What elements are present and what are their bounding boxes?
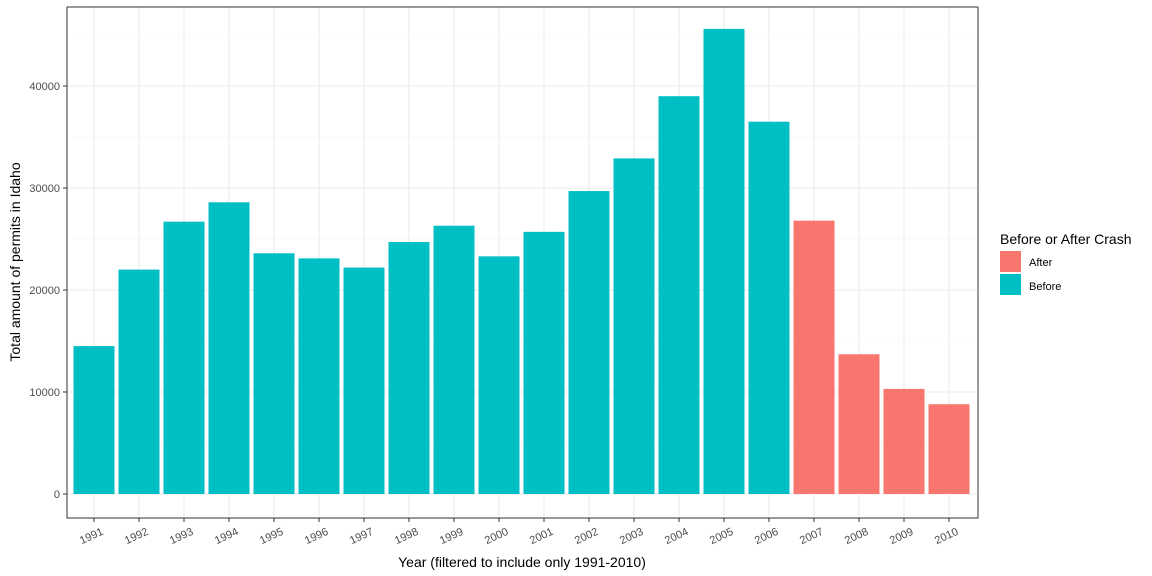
bar-1993 <box>163 221 205 494</box>
x-axis: 1991 1992 1993 1994 1995 1996 1997 1998 1999 2000… <box>78 518 960 547</box>
y-tick-label: 10000 <box>29 387 60 399</box>
bar-2001 <box>523 231 565 495</box>
x-tick-label: 1997 <box>348 526 375 547</box>
bar-2010 <box>928 404 970 494</box>
legend-key-before <box>1000 274 1021 295</box>
bar-1992 <box>118 269 160 494</box>
bar-2004 <box>658 96 700 494</box>
legend-label-before: Before <box>1029 281 1061 293</box>
x-tick-label: 2004 <box>663 526 690 547</box>
legend-label-after: After <box>1029 257 1053 269</box>
x-tick-label: 2003 <box>618 526 645 547</box>
y-tick-label: 40000 <box>29 81 60 93</box>
x-tick-label: 2010 <box>933 526 960 547</box>
x-tick-label: 2000 <box>483 526 510 547</box>
x-tick-label: 1991 <box>78 526 105 547</box>
x-tick-label: 1999 <box>438 526 465 547</box>
x-tick-label: 1994 <box>213 526 240 547</box>
x-tick-label: 2007 <box>798 526 825 547</box>
y-axis-title: Total amount of permits in Idaho <box>7 162 23 361</box>
x-tick-label: 1996 <box>303 526 330 547</box>
x-tick-label: 1995 <box>258 526 285 547</box>
bar-1995 <box>253 253 295 494</box>
bar-2006 <box>748 121 790 494</box>
x-tick-label: 1993 <box>168 526 195 547</box>
y-axis: 0 10000 20000 30000 40000 <box>29 81 67 501</box>
bar-2005 <box>703 28 745 494</box>
bar-1998 <box>388 242 430 494</box>
bar-2000 <box>478 256 520 494</box>
x-tick-label: 1992 <box>123 526 150 547</box>
y-tick-label: 30000 <box>29 183 60 195</box>
bar-2009 <box>883 388 925 494</box>
x-tick-label: 2005 <box>708 526 735 547</box>
bar-2002 <box>568 191 610 494</box>
bar-1999 <box>433 225 475 495</box>
y-tick-label: 20000 <box>29 285 60 297</box>
bar-1991 <box>73 346 115 494</box>
bar-1996 <box>298 258 340 494</box>
x-tick-label: 2002 <box>573 526 600 547</box>
x-tick-label: 2001 <box>528 526 555 547</box>
legend: Before or After Crash After Before <box>1000 231 1132 295</box>
y-tick-label: 0 <box>54 489 60 501</box>
x-tick-label: 2009 <box>888 526 915 547</box>
x-tick-label: 1998 <box>393 526 420 547</box>
bar-1997 <box>343 267 385 494</box>
x-tick-label: 2006 <box>753 526 780 547</box>
plot-border <box>66 6 979 519</box>
legend-key-after <box>1000 251 1021 272</box>
bars <box>73 28 970 495</box>
bar-1994 <box>208 202 250 494</box>
legend-title: Before or After Crash <box>1000 231 1132 247</box>
x-tick-label: 2008 <box>843 526 870 547</box>
bar-2007 <box>793 220 835 494</box>
bar-2008 <box>838 354 880 494</box>
bar-2003 <box>613 158 655 495</box>
x-axis-title: Year (filtered to include only 1991-2010… <box>398 554 646 570</box>
